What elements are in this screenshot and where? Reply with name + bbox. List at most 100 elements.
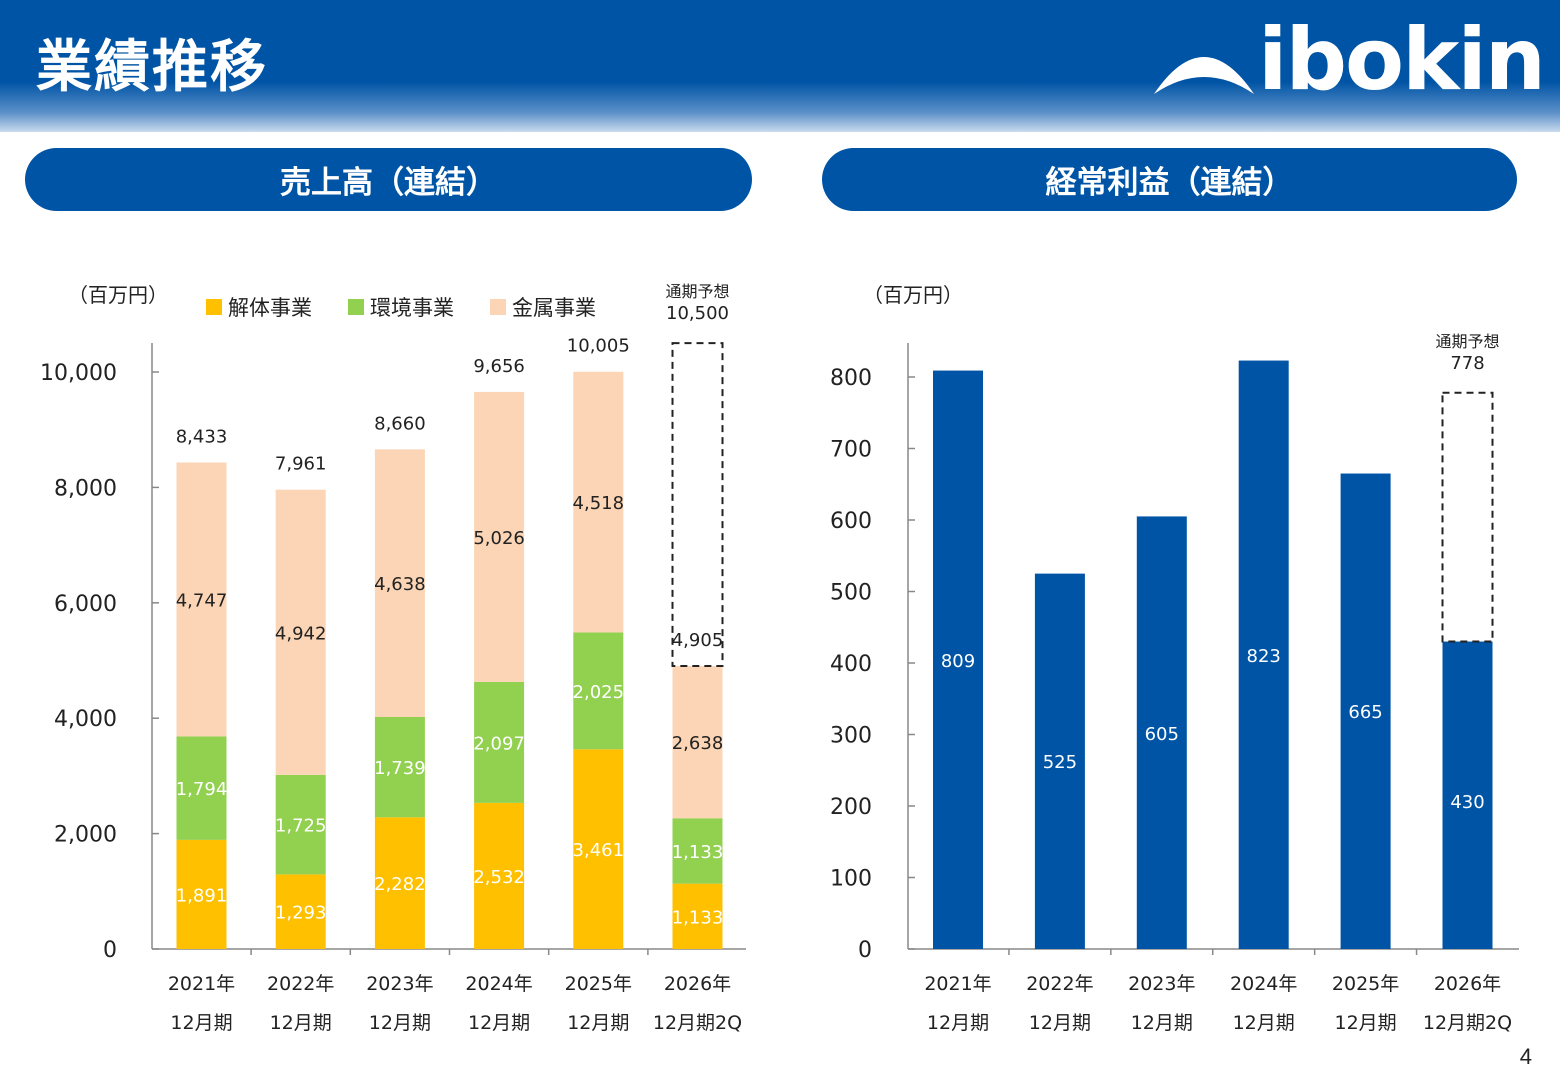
bar-segment [672,883,723,949]
segment-value-label: 1,739 [374,758,426,779]
header-bar: 業績推移 ibokin [0,0,1560,132]
bar-value-label: 809 [941,651,975,672]
legend-label: 解体事業 [228,296,312,320]
ordinary-profit-section-title: 経常利益（連結） [822,148,1517,211]
segment-value-label: 1,725 [275,816,327,837]
sales-section-title: 売上高（連結） [25,148,752,211]
x-category-label: 12月期 [270,1012,332,1034]
bar-segment [275,774,326,875]
page-title: 業績推移 [36,35,268,100]
x-category-label: 2023年 [1128,973,1195,995]
logo-arc-icon [1154,57,1254,94]
x-category-label: 2022年 [267,973,334,995]
bar-total-label: 8,433 [176,426,228,447]
page-number: 4 [1519,1044,1532,1069]
forecast-outline [1441,391,1494,643]
bar-total-label: 9,656 [473,356,525,377]
forecast-label: 通期予想 [1435,332,1499,351]
legend-label: 金属事業 [512,296,596,320]
bar-total-label: 7,961 [275,454,327,475]
legend-swatch [206,299,222,315]
bar-total-label: 4,905 [672,630,724,651]
profit-bar [1136,516,1187,949]
segment-value-label: 1,891 [176,885,228,906]
x-category-label: 12月期2Q [1423,1012,1512,1034]
x-category-label: 12月期 [1335,1012,1397,1034]
x-category-label: 2021年 [168,973,235,995]
x-category-label: 12月期 [1029,1012,1091,1034]
x-category-label: 2025年 [565,973,632,995]
segment-value-label: 1,794 [176,779,228,800]
segment-value-label: 4,942 [275,623,327,644]
forecast-value-label: 778 [1450,353,1484,374]
segment-value-label: 4,638 [374,574,426,595]
x-category-label: 2024年 [1230,973,1297,995]
x-category-label: 2024年 [465,973,532,995]
y-tick-label: 300 [830,724,872,749]
x-category-label: 12月期 [927,1012,989,1034]
profit-bar [1238,360,1289,949]
x-category-label: 12月期 [170,1012,232,1034]
segment-value-label: 2,097 [473,733,525,754]
profit-bar [933,370,983,949]
legend-label: 環境事業 [370,296,454,320]
y-tick-label: 0 [103,938,117,963]
x-category-label: 12月期 [369,1012,431,1034]
bar-segment [176,736,227,840]
bar-segment [275,489,326,775]
segment-value-label: 2,638 [672,733,724,754]
y-tick-label: 10,000 [40,361,117,386]
forecast-label: 通期予想 [665,282,729,301]
profit-bar [1034,573,1085,949]
y-tick-label: 200 [830,795,872,820]
bar-segment [374,449,425,717]
segment-value-label: 1,293 [275,903,327,924]
bar-segment [573,749,624,949]
logo-text: ibokin [1258,10,1546,110]
bar-value-label: 665 [1348,702,1382,723]
bar-segment [275,874,326,949]
y-tick-label: 6,000 [54,592,117,617]
y-tick-label: 0 [858,938,872,963]
bar-value-label: 605 [1145,724,1179,745]
forecast-value-label: 10,500 [666,303,729,324]
bar-segment [474,802,525,949]
y-tick-label: 4,000 [54,707,117,732]
y-tick-label: 8,000 [54,476,117,501]
profit-unit-label: （百万円） [863,283,963,307]
forecast-outline [671,342,724,667]
x-category-label: 2026年 [664,973,731,995]
bar-segment [672,818,723,884]
bar-segment [672,666,723,819]
y-tick-label: 400 [830,652,872,677]
ordinary-profit-section-title-text: 経常利益（連結） [1045,165,1294,201]
x-category-label: 2021年 [924,973,991,995]
x-category-label: 12月期 [567,1012,629,1034]
bar-total-label: 8,660 [374,413,426,434]
segment-value-label: 2,025 [573,682,625,703]
company-logo: ibokin [1148,10,1546,110]
segment-value-label: 1,133 [672,842,724,863]
bar-segment [573,632,624,750]
x-category-label: 12月期 [1233,1012,1295,1034]
x-category-label: 2025年 [1332,973,1399,995]
bar-segment [573,371,624,633]
legend-swatch [490,299,506,315]
sales-unit-label: （百万円） [68,283,168,307]
bar-segment [474,391,525,682]
profit-bar [1340,473,1391,949]
bar-segment [474,681,525,803]
x-category-label: 12月期 [1131,1012,1193,1034]
segment-value-label: 4,747 [176,590,228,611]
profit-bar [1442,641,1493,949]
bar-total-label: 10,005 [567,336,630,357]
segment-value-label: 4,518 [573,493,625,514]
x-category-label: 12月期 [468,1012,530,1034]
bar-value-label: 823 [1247,646,1281,667]
segment-value-label: 2,532 [473,867,525,888]
segment-value-label: 3,461 [573,840,625,861]
bar-value-label: 430 [1450,792,1484,813]
y-tick-label: 100 [830,867,872,892]
sales-section-title-text: 売上高（連結） [280,165,497,201]
